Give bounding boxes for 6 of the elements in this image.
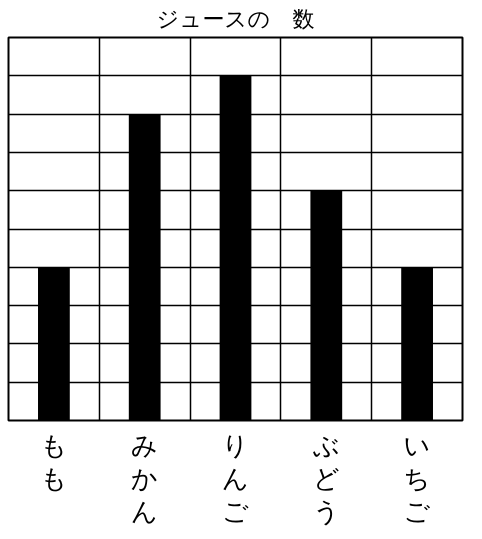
x-tick-label: りんご: [222, 432, 249, 528]
x-tick-label: みかん: [131, 432, 158, 528]
x-tick-label: いちご: [404, 432, 431, 528]
x-tick-label: もも: [40, 432, 68, 494]
chart-title: ジュースの 数: [156, 8, 314, 32]
x-tick-label: ぶどう: [312, 432, 340, 528]
